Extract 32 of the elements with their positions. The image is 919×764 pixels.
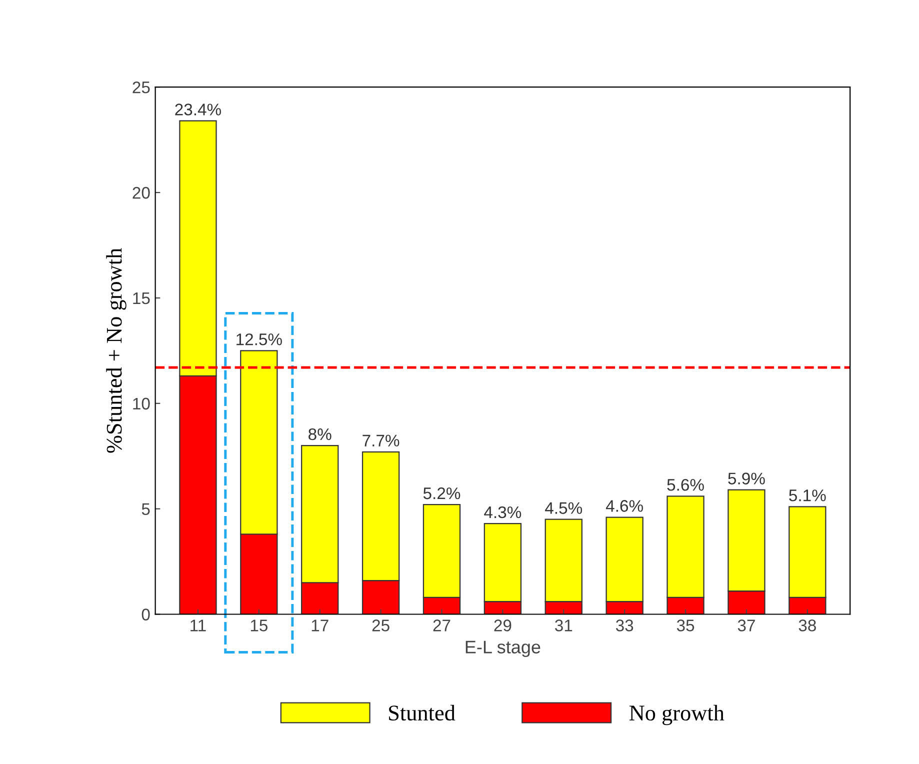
total-label: 8% [308, 428, 332, 440]
y-tick-label: 5 [142, 503, 150, 516]
x-tick-label: 11 [190, 620, 206, 632]
total-label: 4.5% [545, 502, 582, 514]
total-label: 5.6% [667, 478, 704, 491]
total-label: 7.7% [362, 434, 400, 446]
x-tick-label: 27 [433, 620, 450, 632]
total-label: 23.4% [175, 104, 222, 116]
x-tick-label: 37 [738, 620, 755, 632]
x-tick-label: 17 [312, 620, 328, 632]
x-tick-label: 15 [250, 620, 268, 632]
x-tick-label: 33 [616, 620, 634, 632]
total-label: 5.2% [423, 487, 460, 500]
total-label: 12.5% [236, 333, 282, 346]
total-label: 4.6% [606, 500, 643, 512]
total-label: 4.3% [484, 506, 522, 518]
x-tick-label: 29 [494, 620, 512, 632]
y-tick-label: 15 [133, 292, 150, 304]
x-tick-label: 38 [798, 620, 816, 632]
legend-label: Stunted [389, 704, 456, 721]
y-tick-label: 25 [132, 81, 150, 94]
legend-label: No growth [629, 704, 724, 726]
x-tick-label: 31 [555, 620, 572, 632]
x-tick-label: 25 [372, 620, 390, 632]
x-axis-title: E-L stage [466, 640, 540, 658]
total-label: 5.1% [789, 490, 826, 502]
y-tick-label: 20 [132, 186, 150, 199]
y-axis-title: %Stunted + No growth [106, 248, 126, 453]
x-tick-label: 35 [676, 620, 694, 632]
y-tick-label: 10 [133, 398, 150, 410]
total-label: 5.9% [728, 472, 765, 484]
y-tick-label: 0 [142, 608, 150, 620]
